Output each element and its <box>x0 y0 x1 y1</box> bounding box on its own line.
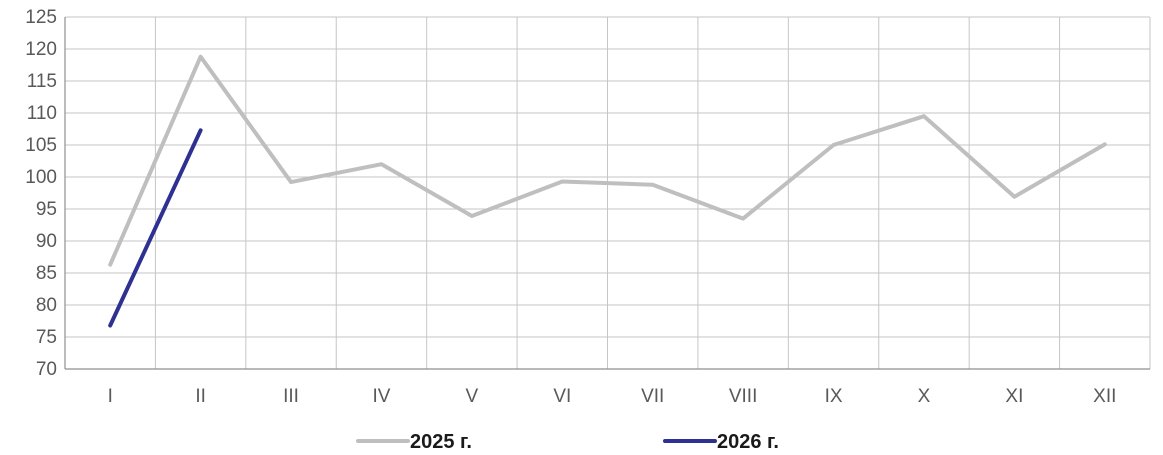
x-tick-label: II <box>195 386 206 407</box>
grid-lines <box>64 16 1151 369</box>
y-tick-label: 95 <box>36 199 57 220</box>
x-tick-label: VIII <box>729 386 758 407</box>
x-tick-label: XI <box>1005 386 1023 407</box>
y-tick-label: 100 <box>25 167 57 188</box>
x-tick-label: I <box>108 386 113 407</box>
y-tick-label: 125 <box>25 7 57 28</box>
x-tick-label: V <box>466 386 479 407</box>
axes <box>64 17 1150 370</box>
legend-label-0: 2025 г. <box>410 431 472 453</box>
y-tick-label: 70 <box>36 359 57 380</box>
y-tick-label: 80 <box>36 295 57 316</box>
series-line-0 <box>108 54 1107 267</box>
y-tick-label: 110 <box>27 103 57 124</box>
y-tick-label: 120 <box>25 39 57 60</box>
x-tick-label: VI <box>553 386 571 407</box>
y-tick-label: 115 <box>27 71 57 92</box>
series-line-1 <box>108 128 203 328</box>
x-tick-label: X <box>918 386 931 407</box>
x-tick-label: IX <box>825 386 843 407</box>
y-axis-ticks: 70 75 80 85 90 95 100 105 110 115 120 125 <box>25 7 57 380</box>
x-tick-label: III <box>283 386 299 407</box>
x-tick-label: XII <box>1093 386 1116 407</box>
y-tick-label: 75 <box>36 327 57 348</box>
x-tick-label: IV <box>372 386 390 407</box>
y-tick-label: 90 <box>36 231 57 252</box>
x-axis-ticks: I II III IV V VI VII VIII IX X XI XII <box>108 386 1117 407</box>
y-tick-label: 85 <box>36 263 57 284</box>
legend: 2025 г. 2026 г. <box>356 431 779 453</box>
y-tick-label: 105 <box>25 135 57 156</box>
legend-label-1: 2026 г. <box>717 431 779 453</box>
series-lines <box>108 54 1107 328</box>
x-tick-label: VII <box>641 386 664 407</box>
